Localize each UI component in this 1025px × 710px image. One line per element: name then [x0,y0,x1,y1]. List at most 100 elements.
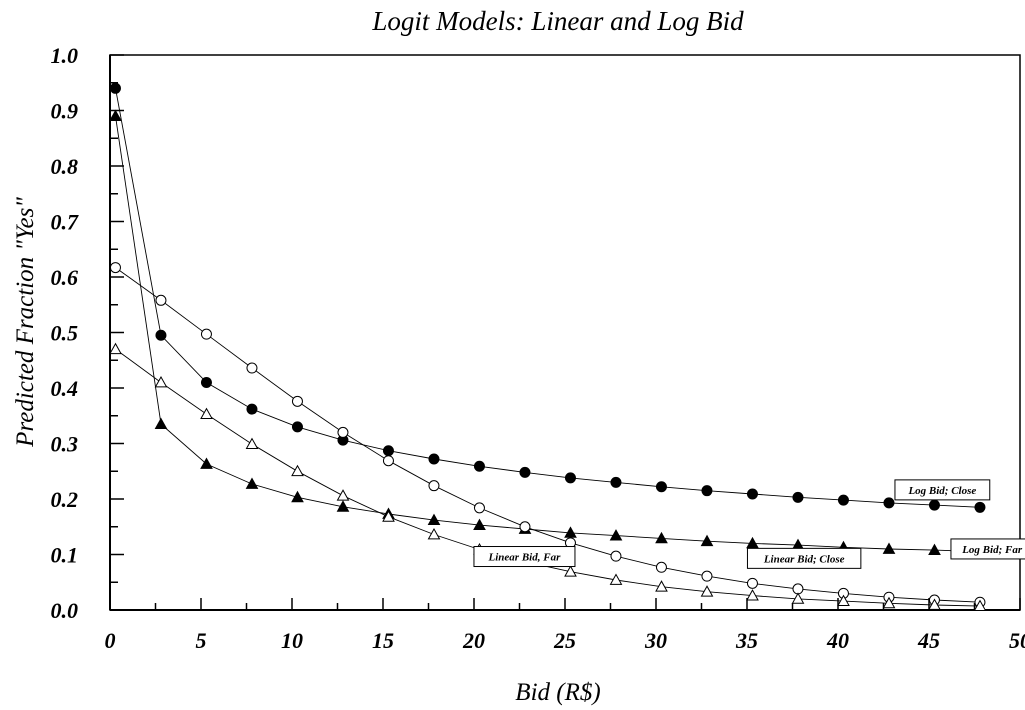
data-point [928,499,940,511]
y-tick-label: 0.3 [51,432,79,457]
data-point [746,577,758,589]
series-markers [109,82,987,611]
y-axis-label: Predicted Fraction "Yes" [12,197,39,448]
data-point [109,342,122,355]
data-point [882,542,896,554]
data-point [382,510,395,522]
data-point [564,526,577,538]
y-tick-label: 0.6 [51,265,79,290]
data-point [427,513,441,525]
data-point [701,570,713,582]
y-tick-label: 0.4 [51,376,79,401]
data-point [155,294,167,306]
data-point [974,501,986,513]
annotation-box [950,538,1025,560]
data-point [837,494,849,506]
data-point [200,407,213,419]
data-point [154,375,168,388]
data-point [382,455,394,467]
data-point [700,534,714,547]
data-point [336,500,350,512]
x-tick-label: 15 [372,628,394,653]
series-line [115,88,981,508]
x-tick-label: 35 [735,628,758,653]
data-point [428,480,440,492]
data-point [973,599,987,611]
data-point [610,476,622,488]
y-tick-label: 0.5 [51,321,79,346]
data-point [519,466,531,478]
data-point [746,488,758,500]
series-line [115,116,981,553]
data-point [837,594,850,606]
data-point [564,472,576,484]
data-point [792,491,804,503]
data-point [200,376,212,388]
data-point [109,82,121,94]
annotation-label: Linear Bid; Close [763,553,845,565]
data-point [883,497,895,509]
data-point [246,362,258,374]
data-point [200,328,212,340]
y-tick-label: 0.8 [51,154,79,179]
data-point [154,417,168,429]
data-point [655,481,667,493]
x-tick-label: 30 [644,628,667,653]
x-tick-label: 0 [105,628,116,653]
data-point [428,453,440,465]
data-point [109,109,122,121]
annotation-label: Linear Bid, Far [488,552,562,564]
data-point [701,485,713,497]
y-tick-label: 0.0 [51,598,79,623]
data-point [609,529,623,541]
x-tick-label: 40 [826,628,849,653]
data-point [291,464,304,477]
data-point [291,421,303,433]
annotation-label: Log Bid; Close [907,485,976,497]
data-point [245,477,259,489]
data-point [109,262,121,274]
y-tick-label: 0.2 [51,487,79,512]
data-point [155,329,167,341]
data-point [791,592,805,604]
data-point [655,580,668,592]
data-point [200,457,213,469]
data-point [337,426,349,438]
plot-frame [109,54,1021,611]
data-point [564,565,577,577]
y-tick-label: 0.7 [51,210,80,235]
series-line [115,267,981,603]
data-point [700,585,714,597]
data-point [928,543,941,555]
annotation-label: Log Bid; Far [961,544,1023,556]
data-point [519,521,531,533]
data-point [473,518,486,530]
x-tick-label: 25 [553,628,576,653]
chart-title: Logit Models: Linear and Log Bid [371,6,744,36]
annotation-box [746,547,862,569]
tick-labels: 0 5 10 15 20 25 30 35 40 45 50 0.0 0.1 0.2 0.3 0.4 0.5 0.… [51,43,1025,653]
data-point [610,550,622,562]
data-point [655,531,668,544]
x-tick-label: 45 [917,628,940,653]
data-point [609,573,623,585]
y-tick-label: 0.9 [51,99,79,124]
data-point [246,403,258,415]
annotation-box [473,546,576,568]
data-point [291,490,304,503]
data-point [427,527,441,540]
y-tick-label: 1.0 [51,43,79,68]
data-point [746,536,759,549]
data-point [792,583,804,595]
data-point [382,445,394,457]
y-tick-label: 0.1 [51,543,79,568]
x-axis-label: Bid (R$) [515,679,600,706]
data-point [655,561,667,573]
data-point [882,596,896,609]
data-point [336,489,350,501]
data-point [473,460,485,472]
series-annotations: Log Bid; Close Log Bid; Far Linear Bid; Cl… [473,479,1025,569]
x-tick-label: 5 [196,628,207,653]
series-lines [115,88,981,607]
data-point [473,502,485,514]
